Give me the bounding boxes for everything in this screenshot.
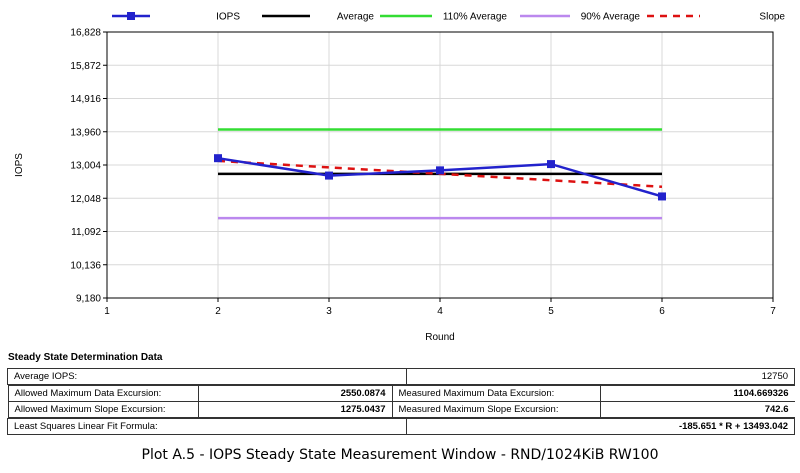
y-axis-ticks: 9,180 10,136 11,092 12,048 13,004 13,960 14,91… (70, 28, 107, 305)
steady-state-title: Steady State Determination Data (8, 352, 163, 363)
y-tick-label: 11,092 (71, 227, 101, 238)
x-tick-label: 5 (548, 306, 554, 317)
fit-formula-label: Least Squares Linear Fit Formula: (6, 418, 408, 435)
legend-label-iops: IOPS (216, 12, 240, 23)
data-point-iops (658, 192, 666, 201)
average-iops-label: Average IOPS: (6, 368, 408, 385)
allowed-data-excursion-label: Allowed Maximum Data Excursion: (7, 385, 199, 402)
measured-data-excursion-value: 1104.669326 (599, 385, 795, 402)
legend-label-90-average: 90% Average (581, 12, 641, 23)
y-tick-label: 15,872 (70, 61, 101, 72)
y-tick-label: 14,916 (70, 94, 101, 105)
chart-series (214, 128, 666, 220)
table-row: Average IOPS: 12750 (6, 368, 796, 385)
chart-legend: IOPS Average 110% Average 90% Average Slope (112, 12, 785, 23)
legend-marker-iops (127, 12, 135, 20)
table-row: Allowed Maximum Data Excursion: 2550.087… (7, 385, 795, 419)
allowed-slope-excursion-label: Allowed Maximum Slope Excursion: (7, 401, 199, 418)
y-tick-label: 9,180 (76, 294, 101, 305)
allowed-data-excursion-value: 2550.0874 (197, 385, 393, 402)
fit-formula-value: -185.651 * R + 13493.042 (406, 418, 796, 435)
measured-data-excursion-label: Measured Maximum Data Excursion: (391, 385, 601, 402)
iops-chart: IOPS Average 110% Average 90% Average Slope … (14, 12, 785, 344)
average-iops-value: 12750 (406, 368, 796, 385)
legend-label-110-average: 110% Average (443, 12, 508, 23)
steady-state-table: Average IOPS: 12750 Allowed Maximum Data… (6, 368, 796, 435)
y-tick-label: 16,828 (70, 28, 101, 39)
y-tick-label: 12,048 (70, 194, 101, 205)
measured-slope-excursion-value: 742.6 (599, 401, 795, 418)
x-tick-label: 1 (104, 306, 110, 317)
figure-caption: Plot A.5 - IOPS Steady State Measurement… (141, 447, 659, 463)
x-tick-label: 2 (215, 306, 221, 317)
y-axis-title: IOPS (14, 153, 25, 177)
x-tick-label: 4 (437, 306, 443, 317)
x-axis-ticks: 1 2 3 4 5 6 7 (104, 298, 776, 317)
x-tick-label: 7 (770, 306, 776, 317)
x-tick-label: 6 (659, 306, 665, 317)
allowed-slope-excursion-value: 1275.0437 (197, 401, 393, 418)
measured-slope-excursion-label: Measured Maximum Slope Excursion: (391, 401, 601, 418)
data-point-iops (547, 160, 555, 169)
y-tick-label: 13,960 (70, 127, 101, 138)
y-tick-label: 10,136 (70, 260, 101, 271)
table-row: Least Squares Linear Fit Formula: -185.6… (6, 418, 796, 435)
data-point-iops (436, 166, 444, 175)
legend-label-average: Average (337, 12, 375, 23)
legend-label-slope: Slope (759, 12, 785, 23)
chart-grid (107, 32, 773, 298)
data-point-iops (325, 171, 333, 180)
x-axis-title: Round (425, 332, 454, 343)
data-point-iops (214, 154, 222, 163)
x-tick-label: 3 (326, 306, 332, 317)
y-tick-label: 13,004 (70, 161, 101, 172)
